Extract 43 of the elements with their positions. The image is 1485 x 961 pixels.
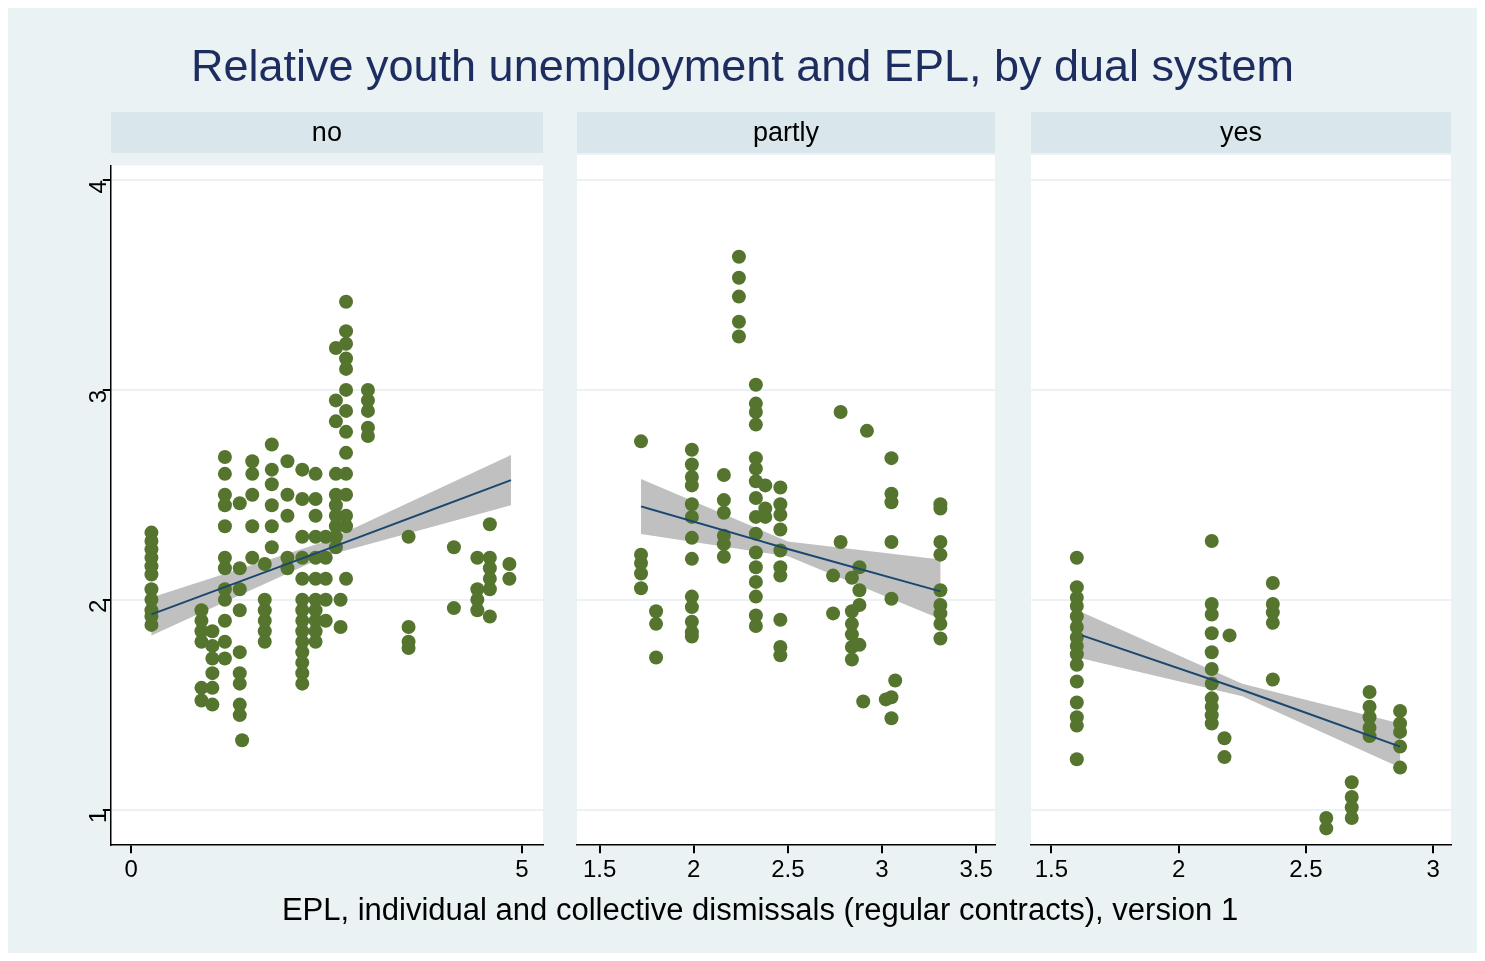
chart-subtitle: yes <box>1031 112 1451 153</box>
x-tick-label: 2.5 <box>1289 855 1323 883</box>
point <box>1344 810 1359 825</box>
point <box>1069 695 1084 710</box>
point <box>1069 674 1084 689</box>
x-tick-label: 2 <box>687 855 701 883</box>
y-tick-label: 4 <box>84 180 112 194</box>
y-tick-label: 3 <box>84 389 112 404</box>
point <box>1393 760 1408 775</box>
point <box>1265 575 1280 590</box>
y-tick-label: 2 <box>84 599 112 614</box>
x-tick-label: 3 <box>875 855 889 883</box>
x-tick-label: 5 <box>515 855 529 883</box>
point <box>1069 657 1084 672</box>
chart-subtitle: no <box>110 112 543 153</box>
point <box>1204 661 1219 676</box>
x-axis-title: EPL, individual and collective dismissals (regular contracts), version 1 <box>280 892 1240 928</box>
x-tick-label: 3.5 <box>959 855 993 883</box>
point <box>1069 752 1084 767</box>
x-tick-label: 1.5 <box>1034 855 1069 883</box>
point <box>1362 685 1377 700</box>
point <box>1265 672 1280 687</box>
point <box>1393 703 1408 718</box>
x-tick-label: 0 <box>124 855 138 883</box>
x-tick-label: 1.5 <box>582 855 617 883</box>
y-tick-label: 1 <box>84 809 112 823</box>
point <box>1204 645 1219 660</box>
point <box>1204 626 1219 641</box>
point <box>1393 739 1408 754</box>
chart-subtitle: partly <box>577 112 995 153</box>
point <box>1204 534 1219 549</box>
x-tick-label: 3 <box>1426 855 1440 883</box>
point <box>1069 550 1084 565</box>
point <box>1217 750 1232 765</box>
point <box>1204 607 1219 622</box>
point <box>1319 821 1334 836</box>
point <box>1217 731 1232 746</box>
point <box>1265 615 1280 630</box>
x-tick-label: 2.5 <box>771 855 805 883</box>
x-tick-label: 2 <box>1171 855 1186 883</box>
point <box>1344 775 1359 790</box>
text: Relative youth unemployment and EPL, by dual system <box>189 40 1296 92</box>
point <box>1222 628 1237 643</box>
